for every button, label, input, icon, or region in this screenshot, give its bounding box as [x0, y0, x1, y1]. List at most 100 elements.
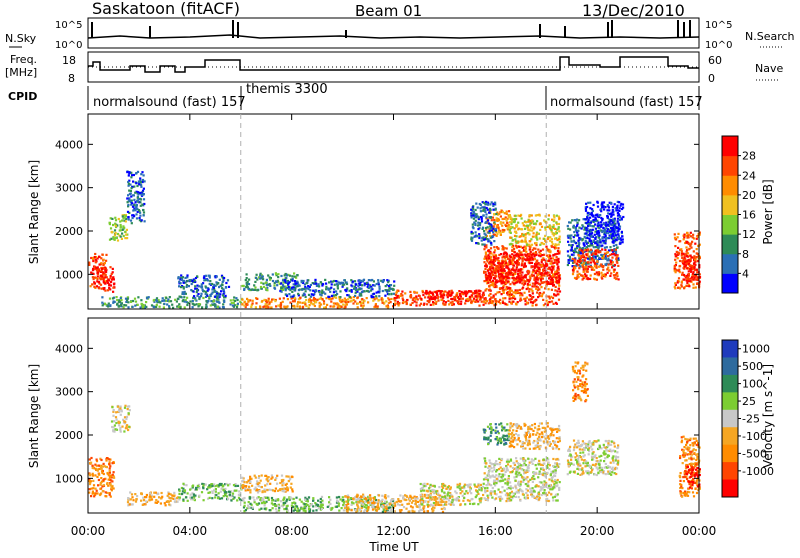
power-cell — [483, 304, 485, 306]
power-cell — [500, 278, 502, 280]
velocity-cell — [281, 484, 283, 486]
power-cell — [509, 237, 511, 239]
power-cell — [500, 253, 502, 255]
power-cell — [354, 280, 356, 282]
power-cell — [189, 279, 191, 281]
velocity-cell — [282, 499, 284, 501]
power-cell — [586, 231, 588, 233]
velocity-cell — [245, 485, 247, 487]
power-cell — [109, 266, 111, 268]
power-cell — [575, 227, 577, 229]
nsearch-label: N.Search — [745, 30, 795, 43]
power-cell — [472, 214, 474, 216]
velocity-cell — [92, 465, 94, 467]
power-cell — [590, 235, 592, 237]
velocity-cell — [143, 499, 145, 501]
power-cell — [325, 283, 327, 285]
power-cell — [589, 202, 591, 204]
power-cell — [598, 271, 600, 273]
power-cell — [549, 297, 551, 299]
power-cell — [617, 227, 619, 229]
power-cell — [521, 264, 523, 266]
power-cell — [497, 270, 499, 272]
power-cell — [521, 217, 523, 219]
power-cell — [292, 296, 294, 298]
power-cell — [472, 227, 474, 229]
power-cell — [552, 243, 554, 245]
power-cell — [123, 235, 125, 237]
power-cell — [555, 294, 557, 296]
power-cell — [605, 257, 607, 259]
power-cell — [388, 293, 390, 295]
velocity-cell — [90, 495, 92, 497]
velocity-cell — [120, 406, 122, 408]
power-cell — [359, 301, 361, 303]
power-cell — [140, 306, 142, 308]
velocity-cell — [269, 483, 271, 485]
power-cell — [212, 304, 214, 306]
power-cell — [217, 306, 219, 308]
velocity-cell — [312, 510, 314, 512]
power-cell — [321, 291, 323, 293]
power-cell — [294, 280, 296, 282]
power-cell — [485, 251, 487, 253]
power-cell — [604, 249, 606, 251]
power-cell — [491, 271, 493, 273]
power-cell — [454, 297, 456, 299]
power-cell — [470, 209, 472, 211]
power-cell — [509, 283, 511, 285]
power-cell — [514, 227, 516, 229]
power-cell — [302, 280, 304, 282]
power-cell — [125, 298, 127, 300]
power-cell — [494, 249, 496, 251]
power-cell — [372, 300, 374, 302]
power-cell — [527, 225, 529, 227]
power-cell — [233, 296, 235, 298]
power-cell — [333, 280, 335, 282]
power-cell — [528, 290, 530, 292]
power-cell — [684, 265, 686, 267]
power-cell — [495, 228, 497, 230]
power-cell — [541, 226, 543, 228]
power-cell — [691, 276, 693, 278]
velocity-cell — [104, 465, 106, 467]
power-cell — [567, 241, 569, 243]
power-cell — [231, 302, 233, 304]
freq-tick-bottom: 8 — [68, 72, 75, 85]
power-cell — [586, 243, 588, 245]
power-cell — [104, 276, 106, 278]
power-cell — [105, 274, 107, 276]
velocity-cell — [258, 485, 260, 487]
power-cell — [121, 220, 123, 222]
power-cell — [525, 236, 527, 238]
power-cell — [610, 272, 612, 274]
velocity-cell — [244, 487, 246, 489]
power-cell — [286, 295, 288, 297]
power-cell — [687, 234, 689, 236]
power-cell — [603, 201, 605, 203]
power-cell — [596, 271, 598, 273]
velocity-cell — [218, 492, 220, 494]
power-cell — [402, 297, 404, 299]
power-cell — [584, 268, 586, 270]
power-cell — [498, 231, 500, 233]
velocity-cell — [266, 489, 268, 491]
power-cell — [552, 226, 554, 228]
power-cell — [430, 304, 432, 306]
power-cell — [619, 226, 621, 228]
power-cell — [439, 293, 441, 295]
power-cell — [557, 250, 559, 252]
power-cell — [213, 284, 215, 286]
velocity-cell — [237, 485, 239, 487]
velocity-cell — [153, 492, 155, 494]
power-cell — [611, 257, 613, 259]
power-cell — [524, 228, 526, 230]
power-cell — [114, 301, 116, 303]
power-cell — [323, 307, 325, 309]
velocity-cell — [223, 489, 225, 491]
power-cell — [674, 259, 676, 261]
power-cell — [223, 301, 225, 303]
velocity-cell — [193, 493, 195, 495]
power-cell — [128, 198, 130, 200]
power-cell — [551, 283, 553, 285]
